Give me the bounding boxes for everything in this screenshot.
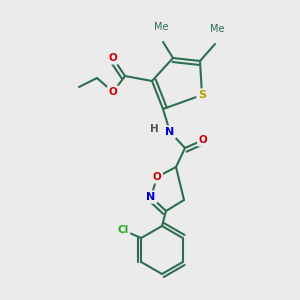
- Text: H: H: [150, 124, 158, 134]
- Text: O: O: [153, 172, 161, 182]
- Text: S: S: [198, 90, 206, 100]
- Text: O: O: [199, 135, 207, 145]
- Text: Me: Me: [210, 24, 224, 34]
- Text: Cl: Cl: [118, 225, 129, 235]
- Text: N: N: [165, 127, 175, 137]
- Text: Me: Me: [154, 22, 168, 32]
- Text: O: O: [109, 53, 117, 63]
- Text: O: O: [109, 87, 117, 97]
- Text: N: N: [146, 192, 156, 202]
